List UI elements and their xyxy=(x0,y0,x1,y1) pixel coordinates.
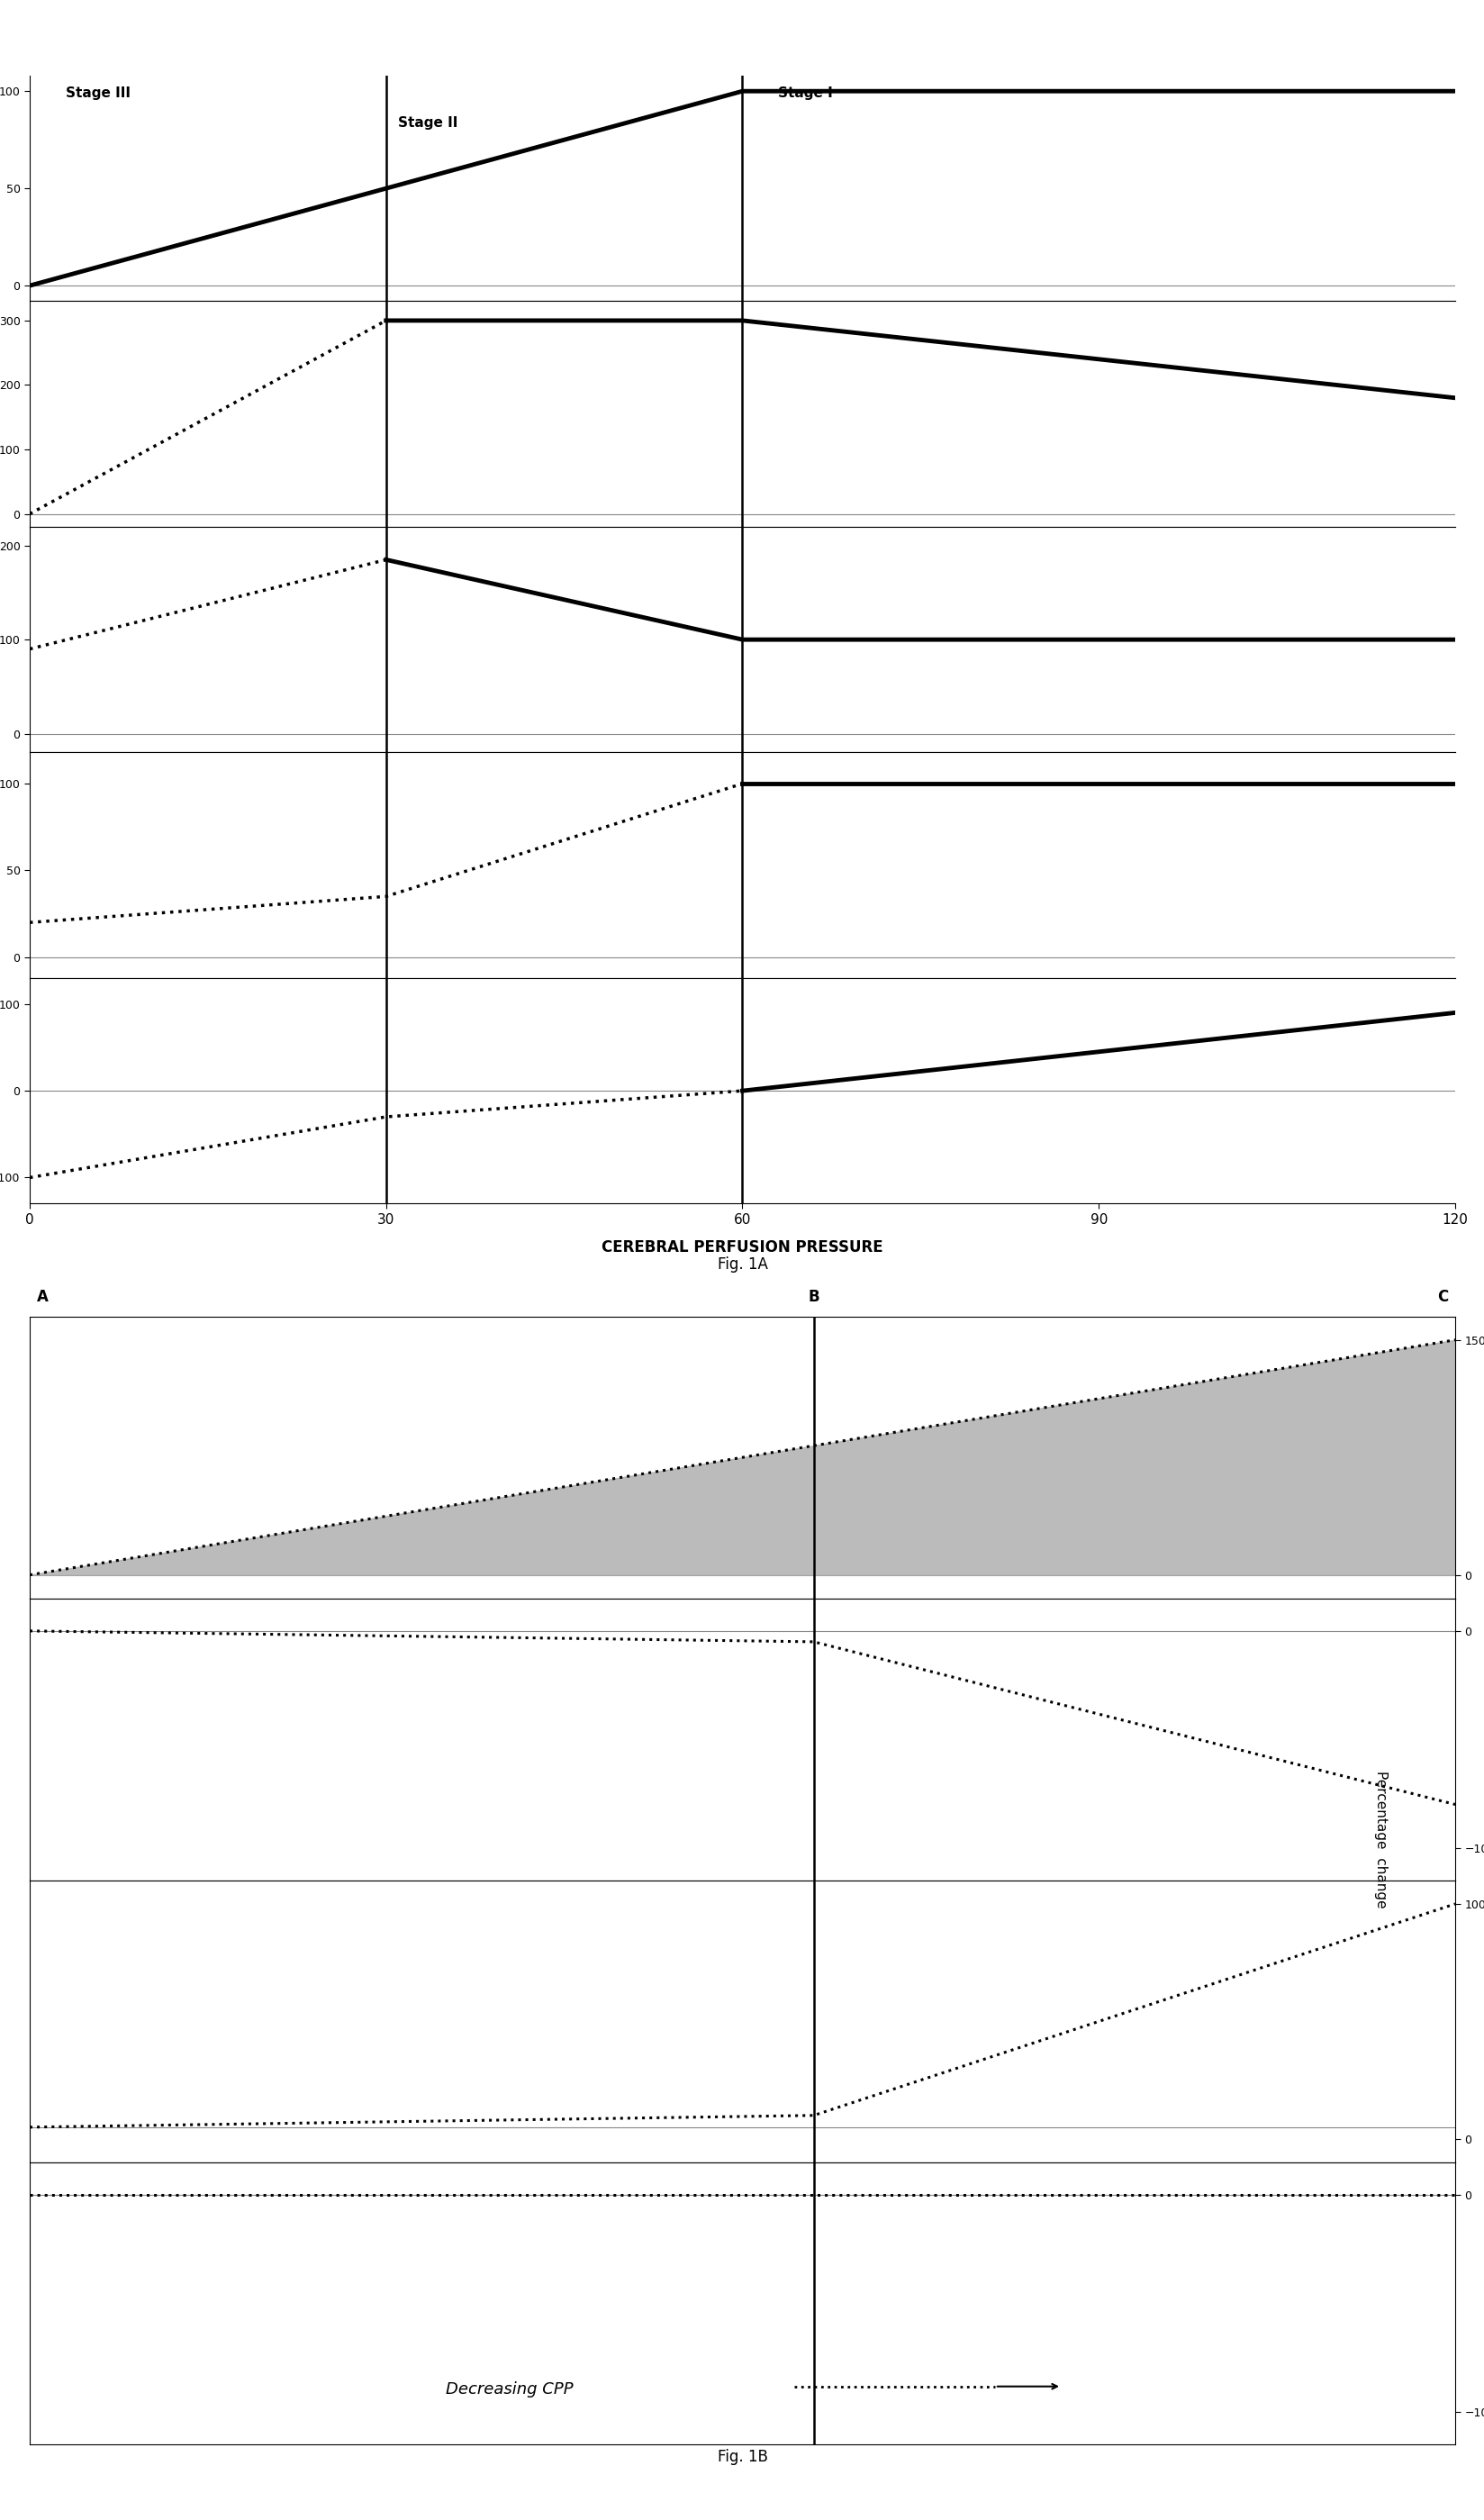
Text: B: B xyxy=(807,1288,819,1305)
Text: Stage II: Stage II xyxy=(398,116,457,129)
Text: Percentage  change: Percentage change xyxy=(1373,1772,1388,1908)
Text: C: C xyxy=(1437,1288,1447,1305)
Text: Decreasing CPP: Decreasing CPP xyxy=(445,2381,573,2397)
Text: Fig. 1A: Fig. 1A xyxy=(717,1257,767,1273)
Text: Fig. 1B: Fig. 1B xyxy=(717,2449,767,2465)
Text: Stage III: Stage III xyxy=(65,86,131,101)
Text: Stage I: Stage I xyxy=(778,86,833,101)
Text: A: A xyxy=(37,1288,49,1305)
X-axis label: CEREBRAL PERFUSION PRESSURE: CEREBRAL PERFUSION PRESSURE xyxy=(601,1240,883,1255)
